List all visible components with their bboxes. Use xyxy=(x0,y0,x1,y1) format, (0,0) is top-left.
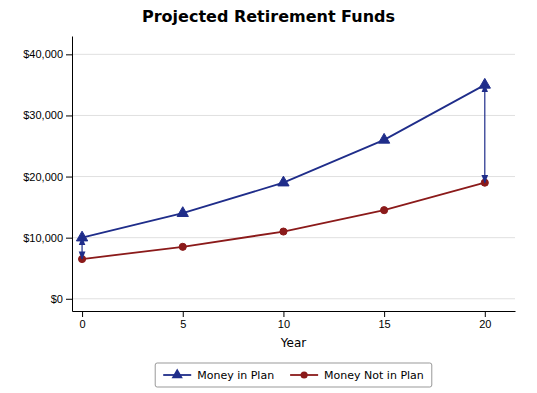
arrow xyxy=(484,85,485,183)
tick: 20 xyxy=(479,311,491,330)
marker xyxy=(280,228,287,235)
tick-mark xyxy=(66,299,72,300)
tick: 5 xyxy=(180,311,186,330)
chart: 0 5 10 15 20 $0 $10,000 $20,000 $30,000 $40,000 Ye… xyxy=(0,0,537,393)
tick-mark xyxy=(66,238,72,239)
legend-entry: Money in Plan xyxy=(163,368,274,382)
marker xyxy=(278,176,289,186)
grid-line xyxy=(72,237,515,238)
tick-label: $40,000 xyxy=(23,48,63,60)
grid-line xyxy=(72,54,515,55)
line xyxy=(82,85,485,238)
tick: $30,000 xyxy=(23,109,72,121)
tick-mark xyxy=(66,115,72,116)
tick: $10,000 xyxy=(23,232,72,244)
legend-entry: Money Not in Plan xyxy=(290,369,424,382)
tick-label: $0 xyxy=(51,293,63,305)
tick: $20,000 xyxy=(23,171,72,183)
marker xyxy=(381,207,388,214)
legend-marker xyxy=(301,371,308,378)
tick-label: 20 xyxy=(479,318,491,330)
marker xyxy=(378,133,389,143)
legend-label: Money Not in Plan xyxy=(324,369,424,382)
legend-label: Money in Plan xyxy=(197,369,274,382)
marker xyxy=(177,207,188,217)
tick: 0 xyxy=(80,311,86,330)
tick: 10 xyxy=(278,311,290,330)
tick-mark xyxy=(485,311,486,317)
tick-mark xyxy=(66,54,72,55)
tick-label: 0 xyxy=(80,318,86,330)
line xyxy=(82,183,485,259)
axis-line xyxy=(73,311,516,312)
tick-label: 10 xyxy=(278,318,290,330)
grid xyxy=(72,54,515,298)
tick-label: 5 xyxy=(180,318,186,330)
tick-label: $10,000 xyxy=(23,232,63,244)
marker xyxy=(179,243,186,250)
series xyxy=(79,179,489,263)
tick-label: $20,000 xyxy=(23,171,63,183)
tick-mark xyxy=(82,311,83,317)
tick-mark xyxy=(384,311,385,317)
axis-line xyxy=(72,37,73,312)
y-axis: $0 $10,000 $20,000 $30,000 $40,000 xyxy=(23,37,72,312)
tick-mark xyxy=(183,311,184,317)
tick-mark xyxy=(66,177,72,178)
series xyxy=(76,78,490,241)
legend-marker xyxy=(172,368,183,378)
tick-mark xyxy=(283,311,284,317)
grid-line xyxy=(72,115,515,116)
plot-area: 0 5 10 15 20 $0 $10,000 $20,000 $30,000 $40,000 xyxy=(23,37,515,330)
grid-line xyxy=(72,176,515,177)
tick: $0 xyxy=(51,293,72,305)
grid-line xyxy=(72,298,515,299)
tick-label: 15 xyxy=(378,318,390,330)
title: Projected Retirement Funds xyxy=(142,7,395,26)
tick: $40,000 xyxy=(23,48,72,60)
marks xyxy=(76,78,490,262)
x-axis-title: Year xyxy=(280,336,306,350)
arrow xyxy=(81,238,82,259)
legend-frame xyxy=(155,363,432,387)
x-axis: 0 5 10 15 20 xyxy=(73,311,516,330)
tick-label: $30,000 xyxy=(23,109,63,121)
legend: Money in Plan Money Not in Plan xyxy=(155,363,432,387)
tick: 15 xyxy=(378,311,390,330)
